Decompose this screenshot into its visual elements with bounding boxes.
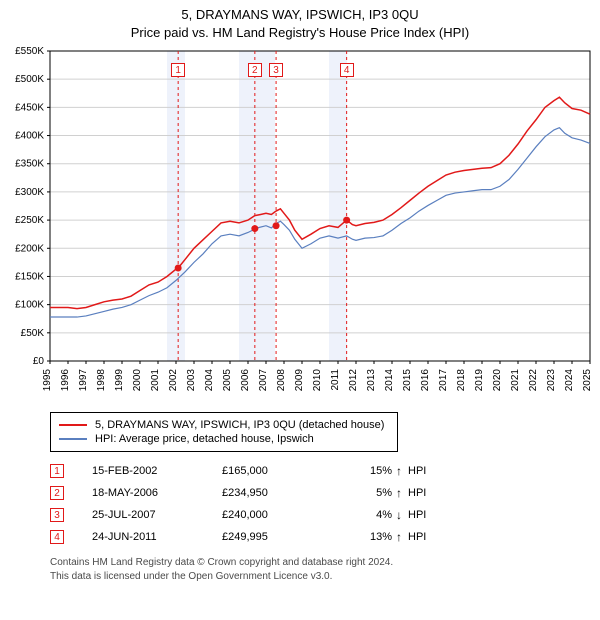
- sales-pct: 4%: [332, 509, 396, 521]
- svg-text:2006: 2006: [240, 369, 251, 392]
- sales-row: 2 18-MAY-2006£234,9505%↑HPI: [50, 482, 600, 504]
- legend-item: HPI: Average price, detached house, Ipsw…: [59, 433, 389, 445]
- sales-arrow-icon: ↑: [396, 486, 408, 500]
- sales-marker: 3: [50, 508, 64, 522]
- svg-text:2014: 2014: [384, 369, 395, 392]
- chart-marker-3: 3: [269, 63, 283, 77]
- svg-text:1996: 1996: [60, 369, 71, 392]
- svg-text:£300K: £300K: [15, 187, 44, 198]
- svg-text:£550K: £550K: [15, 46, 44, 57]
- sales-suffix: HPI: [408, 531, 426, 543]
- chart-marker-4: 4: [340, 63, 354, 77]
- svg-text:2004: 2004: [204, 369, 215, 392]
- chart-marker-2: 2: [248, 63, 262, 77]
- svg-text:2005: 2005: [222, 369, 233, 392]
- footer-line1: Contains HM Land Registry data © Crown c…: [50, 556, 600, 570]
- sales-row: 3 25-JUL-2007£240,0004%↓HPI: [50, 504, 600, 526]
- footer-line2: This data is licensed under the Open Gov…: [50, 570, 600, 584]
- legend-label: HPI: Average price, detached house, Ipsw…: [95, 433, 314, 445]
- svg-text:2023: 2023: [546, 369, 557, 392]
- svg-text:£250K: £250K: [15, 215, 44, 226]
- sales-date: 18-MAY-2006: [92, 487, 222, 499]
- chart-svg: £0 £50K £100K £150K £200K £250K £300K £350K £400…: [0, 41, 600, 406]
- svg-text:1998: 1998: [96, 369, 107, 392]
- chart-area: £0 £50K £100K £150K £200K £250K £300K £350K £400…: [0, 41, 600, 406]
- sales-row: 4 24-JUN-2011£249,99513%↑HPI: [50, 526, 600, 548]
- legend-item: 5, DRAYMANS WAY, IPSWICH, IP3 0QU (detac…: [59, 419, 389, 431]
- svg-text:2018: 2018: [456, 369, 467, 392]
- sales-arrow-icon: ↑: [396, 530, 408, 544]
- svg-text:2001: 2001: [150, 369, 161, 392]
- svg-text:2009: 2009: [294, 369, 305, 392]
- footer: Contains HM Land Registry data © Crown c…: [50, 556, 600, 583]
- sales-price: £249,995: [222, 531, 332, 543]
- sales-date: 24-JUN-2011: [92, 531, 222, 543]
- sales-suffix: HPI: [408, 509, 426, 521]
- svg-text:2024: 2024: [564, 369, 575, 392]
- svg-text:2002: 2002: [168, 369, 179, 392]
- svg-text:£500K: £500K: [15, 74, 44, 85]
- svg-text:£400K: £400K: [15, 131, 44, 142]
- sales-price: £165,000: [222, 465, 332, 477]
- svg-text:£450K: £450K: [15, 102, 44, 113]
- sales-pct: 15%: [332, 465, 396, 477]
- sales-table: 115-FEB-2002£165,00015%↑HPI218-MAY-2006£…: [50, 460, 600, 548]
- svg-text:2007: 2007: [258, 369, 269, 392]
- svg-text:2019: 2019: [474, 369, 485, 392]
- sales-arrow-icon: ↑: [396, 464, 408, 478]
- svg-text:2011: 2011: [330, 369, 341, 391]
- sales-row: 1 15-FEB-2002£165,00015%↑HPI: [50, 460, 600, 482]
- sales-arrow-icon: ↓: [396, 508, 408, 522]
- sales-suffix: HPI: [408, 487, 426, 499]
- title-address: 5, DRAYMANS WAY, IPSWICH, IP3 0QU: [0, 6, 600, 24]
- sales-price: £234,950: [222, 487, 332, 499]
- svg-text:2015: 2015: [402, 369, 413, 392]
- sales-marker: 4: [50, 530, 64, 544]
- svg-text:2022: 2022: [528, 369, 539, 392]
- sales-marker: 2: [50, 486, 64, 500]
- sales-date: 15-FEB-2002: [92, 465, 222, 477]
- svg-text:1999: 1999: [114, 369, 125, 392]
- svg-text:2016: 2016: [420, 369, 431, 392]
- legend: 5, DRAYMANS WAY, IPSWICH, IP3 0QU (detac…: [50, 412, 398, 452]
- svg-text:£150K: £150K: [15, 272, 44, 283]
- svg-text:2012: 2012: [348, 369, 359, 392]
- svg-text:2020: 2020: [492, 369, 503, 392]
- sales-price: £240,000: [222, 509, 332, 521]
- svg-text:£0: £0: [33, 356, 45, 367]
- svg-text:2025: 2025: [582, 369, 593, 392]
- svg-text:2008: 2008: [276, 369, 287, 392]
- svg-text:1997: 1997: [78, 369, 89, 392]
- svg-text:2013: 2013: [366, 369, 377, 392]
- svg-text:£350K: £350K: [15, 159, 44, 170]
- sales-date: 25-JUL-2007: [92, 509, 222, 521]
- svg-text:£50K: £50K: [21, 328, 45, 339]
- chart-marker-1: 1: [171, 63, 185, 77]
- sales-suffix: HPI: [408, 465, 426, 477]
- svg-text:2010: 2010: [312, 369, 323, 392]
- sales-marker: 1: [50, 464, 64, 478]
- svg-text:2000: 2000: [132, 369, 143, 392]
- svg-text:1995: 1995: [42, 369, 53, 392]
- chart-title: 5, DRAYMANS WAY, IPSWICH, IP3 0QU Price …: [0, 0, 600, 41]
- svg-text:2003: 2003: [186, 369, 197, 392]
- legend-label: 5, DRAYMANS WAY, IPSWICH, IP3 0QU (detac…: [95, 419, 384, 431]
- svg-text:£100K: £100K: [15, 300, 44, 311]
- legend-swatch: [59, 424, 87, 426]
- sales-pct: 5%: [332, 487, 396, 499]
- svg-text:£200K: £200K: [15, 243, 44, 254]
- sales-pct: 13%: [332, 531, 396, 543]
- legend-swatch: [59, 438, 87, 440]
- svg-text:2021: 2021: [510, 369, 521, 392]
- svg-text:2017: 2017: [438, 369, 449, 392]
- title-subtitle: Price paid vs. HM Land Registry's House …: [0, 24, 600, 42]
